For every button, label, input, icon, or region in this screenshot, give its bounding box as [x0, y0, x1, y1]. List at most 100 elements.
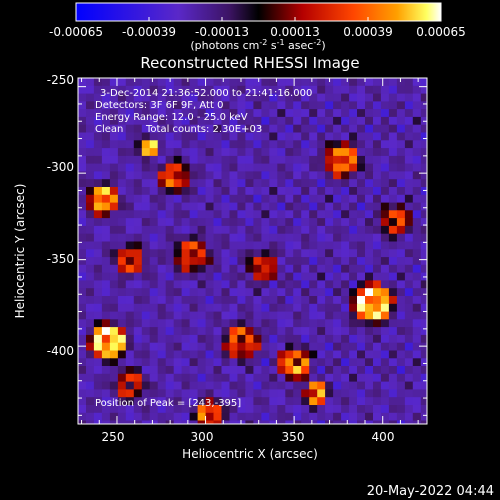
heatmap-cell [197, 155, 207, 165]
heatmap-cell [404, 288, 414, 297]
heatmap-cell [117, 101, 127, 110]
heatmap-cell [253, 319, 262, 328]
heatmap-cell [229, 225, 239, 235]
heatmap-cell [388, 116, 398, 126]
heatmap-cell [109, 194, 119, 204]
heatmap-cell [380, 272, 390, 281]
heatmap-cell [125, 420, 135, 424]
heatmap-cell [221, 257, 231, 266]
heatmap-cell [341, 116, 350, 126]
colorbar-tick-label: -0.00013 [195, 25, 249, 39]
heatmap-cell [165, 225, 175, 235]
heatmap-cell [197, 366, 207, 375]
heatmap-cell [133, 179, 143, 188]
heatmap-cell [388, 155, 398, 165]
heatmap-cell [309, 381, 318, 390]
heatmap-cell [261, 233, 270, 243]
heatmap-cell [237, 257, 246, 266]
heatmap-cell [197, 78, 207, 87]
heatmap-cell [237, 109, 246, 118]
heatmap-cell [277, 350, 286, 359]
heatmap-cell [404, 389, 414, 398]
heatmap-cell [157, 280, 167, 289]
heatmap-cell [221, 155, 231, 165]
heatmap-cell [404, 218, 414, 227]
heatmap-cell [117, 116, 127, 126]
heatmap-cell [269, 148, 278, 157]
heatmap-cell [189, 280, 199, 289]
heatmap-cell [357, 327, 366, 336]
heatmap-cell [197, 397, 207, 406]
heatmap-cell [181, 249, 191, 258]
heatmap-cell [373, 381, 382, 390]
heatmap-cell [412, 194, 422, 204]
heatmap-cell [78, 233, 87, 243]
heatmap-cell [125, 140, 135, 149]
heatmap-cell [333, 389, 342, 398]
heatmap-cell [189, 342, 199, 352]
heatmap-cell [149, 124, 159, 134]
heatmap-cell [109, 124, 119, 134]
heatmap-cell [341, 109, 350, 118]
heatmap-cell [213, 124, 223, 134]
heatmap-cell [412, 93, 422, 102]
heatmap-cell [181, 163, 191, 172]
heatmap-cell [285, 303, 294, 313]
heatmap-cell [181, 280, 191, 289]
heatmap-cell [309, 140, 318, 149]
heatmap-cell [133, 210, 143, 219]
heatmap-cell [269, 366, 278, 375]
heatmap-cell [86, 225, 95, 235]
heatmap-cell [181, 311, 191, 320]
heatmap-cell [373, 257, 382, 266]
heatmap-cell [101, 155, 111, 165]
heatmap-cell [213, 334, 223, 344]
heatmap-cell [197, 381, 207, 390]
heatmap-cell [229, 420, 239, 424]
heatmap-cell [173, 420, 183, 424]
heatmap-cell [181, 327, 191, 336]
heatmap-cell [197, 163, 207, 172]
heatmap-cell [221, 381, 231, 390]
heatmap-cell [325, 218, 334, 227]
heatmap-cell [380, 373, 390, 383]
heatmap-cell [133, 187, 143, 196]
heatmap-cell [93, 132, 103, 141]
heatmap-cell [429, 428, 438, 436]
heatmap-cell [213, 366, 223, 375]
heatmap-cell [357, 428, 366, 436]
heatmap-cell [229, 381, 239, 390]
heatmap-cell [293, 93, 302, 102]
heatmap-cell [149, 241, 159, 250]
heatmap-cell [253, 148, 262, 157]
heatmap-cell [365, 264, 374, 274]
heatmap-cell [396, 389, 406, 398]
heatmap-cell [253, 187, 262, 196]
heatmap-cell [165, 218, 175, 227]
heatmap-cell [333, 78, 342, 87]
heatmap-cell [404, 116, 414, 126]
heatmap-cell [189, 412, 199, 422]
heatmap-cell [333, 366, 342, 375]
heatmap-cell [117, 373, 127, 383]
heatmap-cell [141, 210, 151, 219]
heatmap-cell [253, 202, 262, 211]
heatmap-cell [86, 366, 95, 375]
heatmap-cell [420, 420, 427, 424]
heatmap-cell [237, 373, 246, 383]
heatmap-cell [261, 218, 270, 227]
heatmap-cell [173, 233, 183, 243]
heatmap-cell [173, 78, 183, 87]
heatmap-cell [86, 187, 95, 196]
heatmap-cell [245, 233, 254, 243]
heatmap-cell [173, 288, 183, 297]
heatmap-cell [349, 202, 358, 211]
heatmap-cell [237, 366, 246, 375]
heatmap-cell [269, 342, 278, 352]
heatmap-cell [333, 148, 342, 157]
heatmap-cell [93, 116, 103, 126]
heatmap-cell [149, 358, 159, 367]
heatmap-cell [237, 412, 246, 422]
heatmap-cell [205, 85, 215, 95]
heatmap-cell [412, 171, 422, 180]
